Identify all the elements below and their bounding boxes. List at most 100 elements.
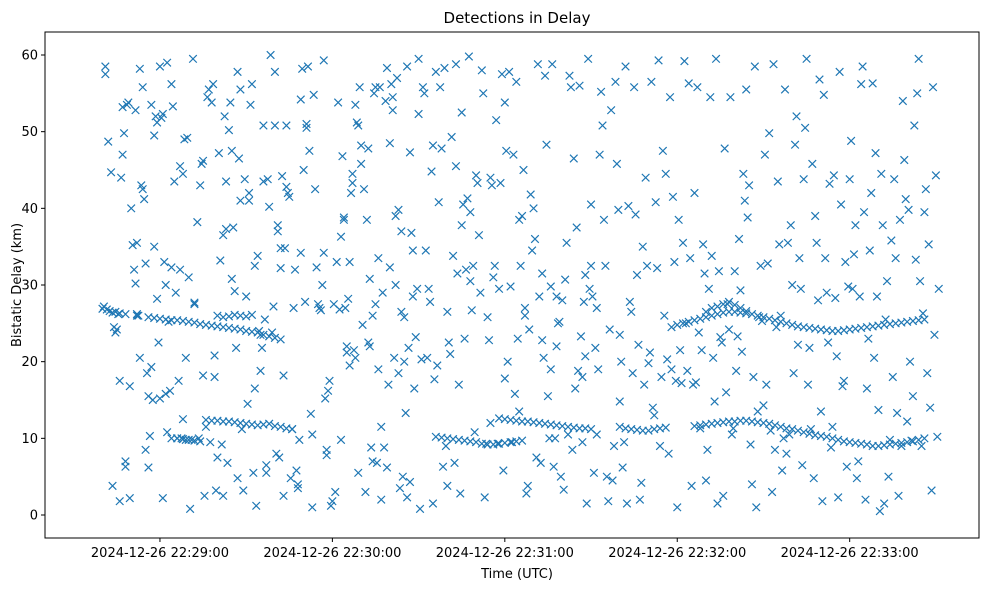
data-point (351, 100, 360, 110)
data-point (729, 424, 738, 433)
data-point (302, 119, 311, 129)
data-point (187, 435, 196, 445)
data-point (678, 319, 688, 328)
data-point (264, 332, 274, 341)
data-point (287, 424, 297, 434)
data-point (470, 427, 479, 437)
data-point (730, 266, 739, 276)
data-point (638, 242, 647, 251)
data-point (183, 133, 192, 143)
data-point (364, 144, 373, 153)
y-tick-label: 0 (30, 509, 38, 524)
data-point (701, 476, 711, 485)
data-point (239, 486, 248, 495)
data-point (305, 146, 314, 156)
data-point (210, 351, 219, 360)
data-point (671, 376, 681, 386)
data-point (319, 56, 328, 65)
data-point (582, 499, 591, 508)
data-point (639, 380, 649, 389)
data-point (280, 243, 290, 253)
data-point (828, 422, 837, 432)
data-point (644, 426, 653, 435)
data-point (289, 303, 298, 313)
data-point (612, 159, 622, 169)
data-point (456, 489, 465, 498)
plot-frame (44, 31, 980, 539)
x-axis-label: Time (UTC) (480, 567, 553, 582)
data-point (155, 394, 165, 403)
data-point (253, 328, 262, 337)
data-point (208, 79, 218, 89)
data-point (160, 257, 169, 267)
data-point (769, 59, 778, 69)
data-point (405, 148, 415, 157)
data-point (394, 368, 403, 378)
data-point (842, 462, 852, 471)
data-point (491, 115, 501, 125)
data-point (256, 366, 265, 376)
data-point (306, 409, 316, 419)
data-point (690, 188, 699, 198)
data-point (622, 499, 632, 508)
data-point (233, 67, 242, 77)
data-point (875, 506, 885, 516)
data-point (697, 345, 706, 355)
data-point (188, 54, 198, 64)
data-point (500, 374, 510, 383)
data-point (420, 89, 429, 98)
data-point (928, 82, 938, 92)
data-point (379, 443, 389, 452)
data-point (348, 178, 357, 188)
data-point (466, 276, 475, 286)
data-point (302, 123, 311, 133)
data-point (625, 297, 635, 307)
data-point (805, 343, 814, 353)
data-point (497, 69, 507, 79)
data-point (358, 320, 367, 330)
data-point (698, 240, 708, 249)
data-point (645, 348, 655, 357)
data-point (213, 453, 222, 462)
data-point (264, 419, 274, 428)
data-point (259, 177, 268, 186)
data-point (726, 92, 735, 102)
data-point (345, 361, 354, 370)
data-point (591, 343, 600, 353)
data-point (354, 121, 363, 130)
data-point (700, 269, 709, 278)
data-point (602, 472, 612, 481)
data-point (862, 384, 872, 393)
data-point (377, 422, 386, 432)
data-point (533, 59, 543, 69)
data-point (422, 353, 432, 363)
data-point (115, 496, 124, 506)
data-point (349, 345, 359, 355)
data-point (263, 174, 272, 184)
data-point (464, 52, 474, 61)
data-point (410, 384, 419, 393)
x-tick-label: 2024-12-26 22:32:00 (608, 546, 746, 561)
data-point (382, 463, 392, 472)
data-point (539, 353, 548, 363)
data-point (155, 62, 165, 71)
data-point (555, 317, 564, 327)
data-point (841, 257, 850, 267)
data-point (559, 485, 568, 494)
data-point (224, 125, 234, 135)
data-point (711, 54, 721, 64)
data-point (734, 234, 744, 244)
data-point (514, 215, 524, 225)
data-point (763, 259, 772, 268)
data-point (375, 82, 385, 92)
data-point (744, 181, 754, 190)
data-point (167, 263, 176, 272)
y-tick-label: 10 (21, 432, 38, 447)
data-point (821, 253, 830, 263)
data-point (211, 486, 221, 495)
data-point (741, 85, 751, 94)
data-point (740, 196, 750, 205)
data-point (691, 378, 701, 387)
data-point (405, 477, 415, 487)
data-point (214, 148, 224, 158)
